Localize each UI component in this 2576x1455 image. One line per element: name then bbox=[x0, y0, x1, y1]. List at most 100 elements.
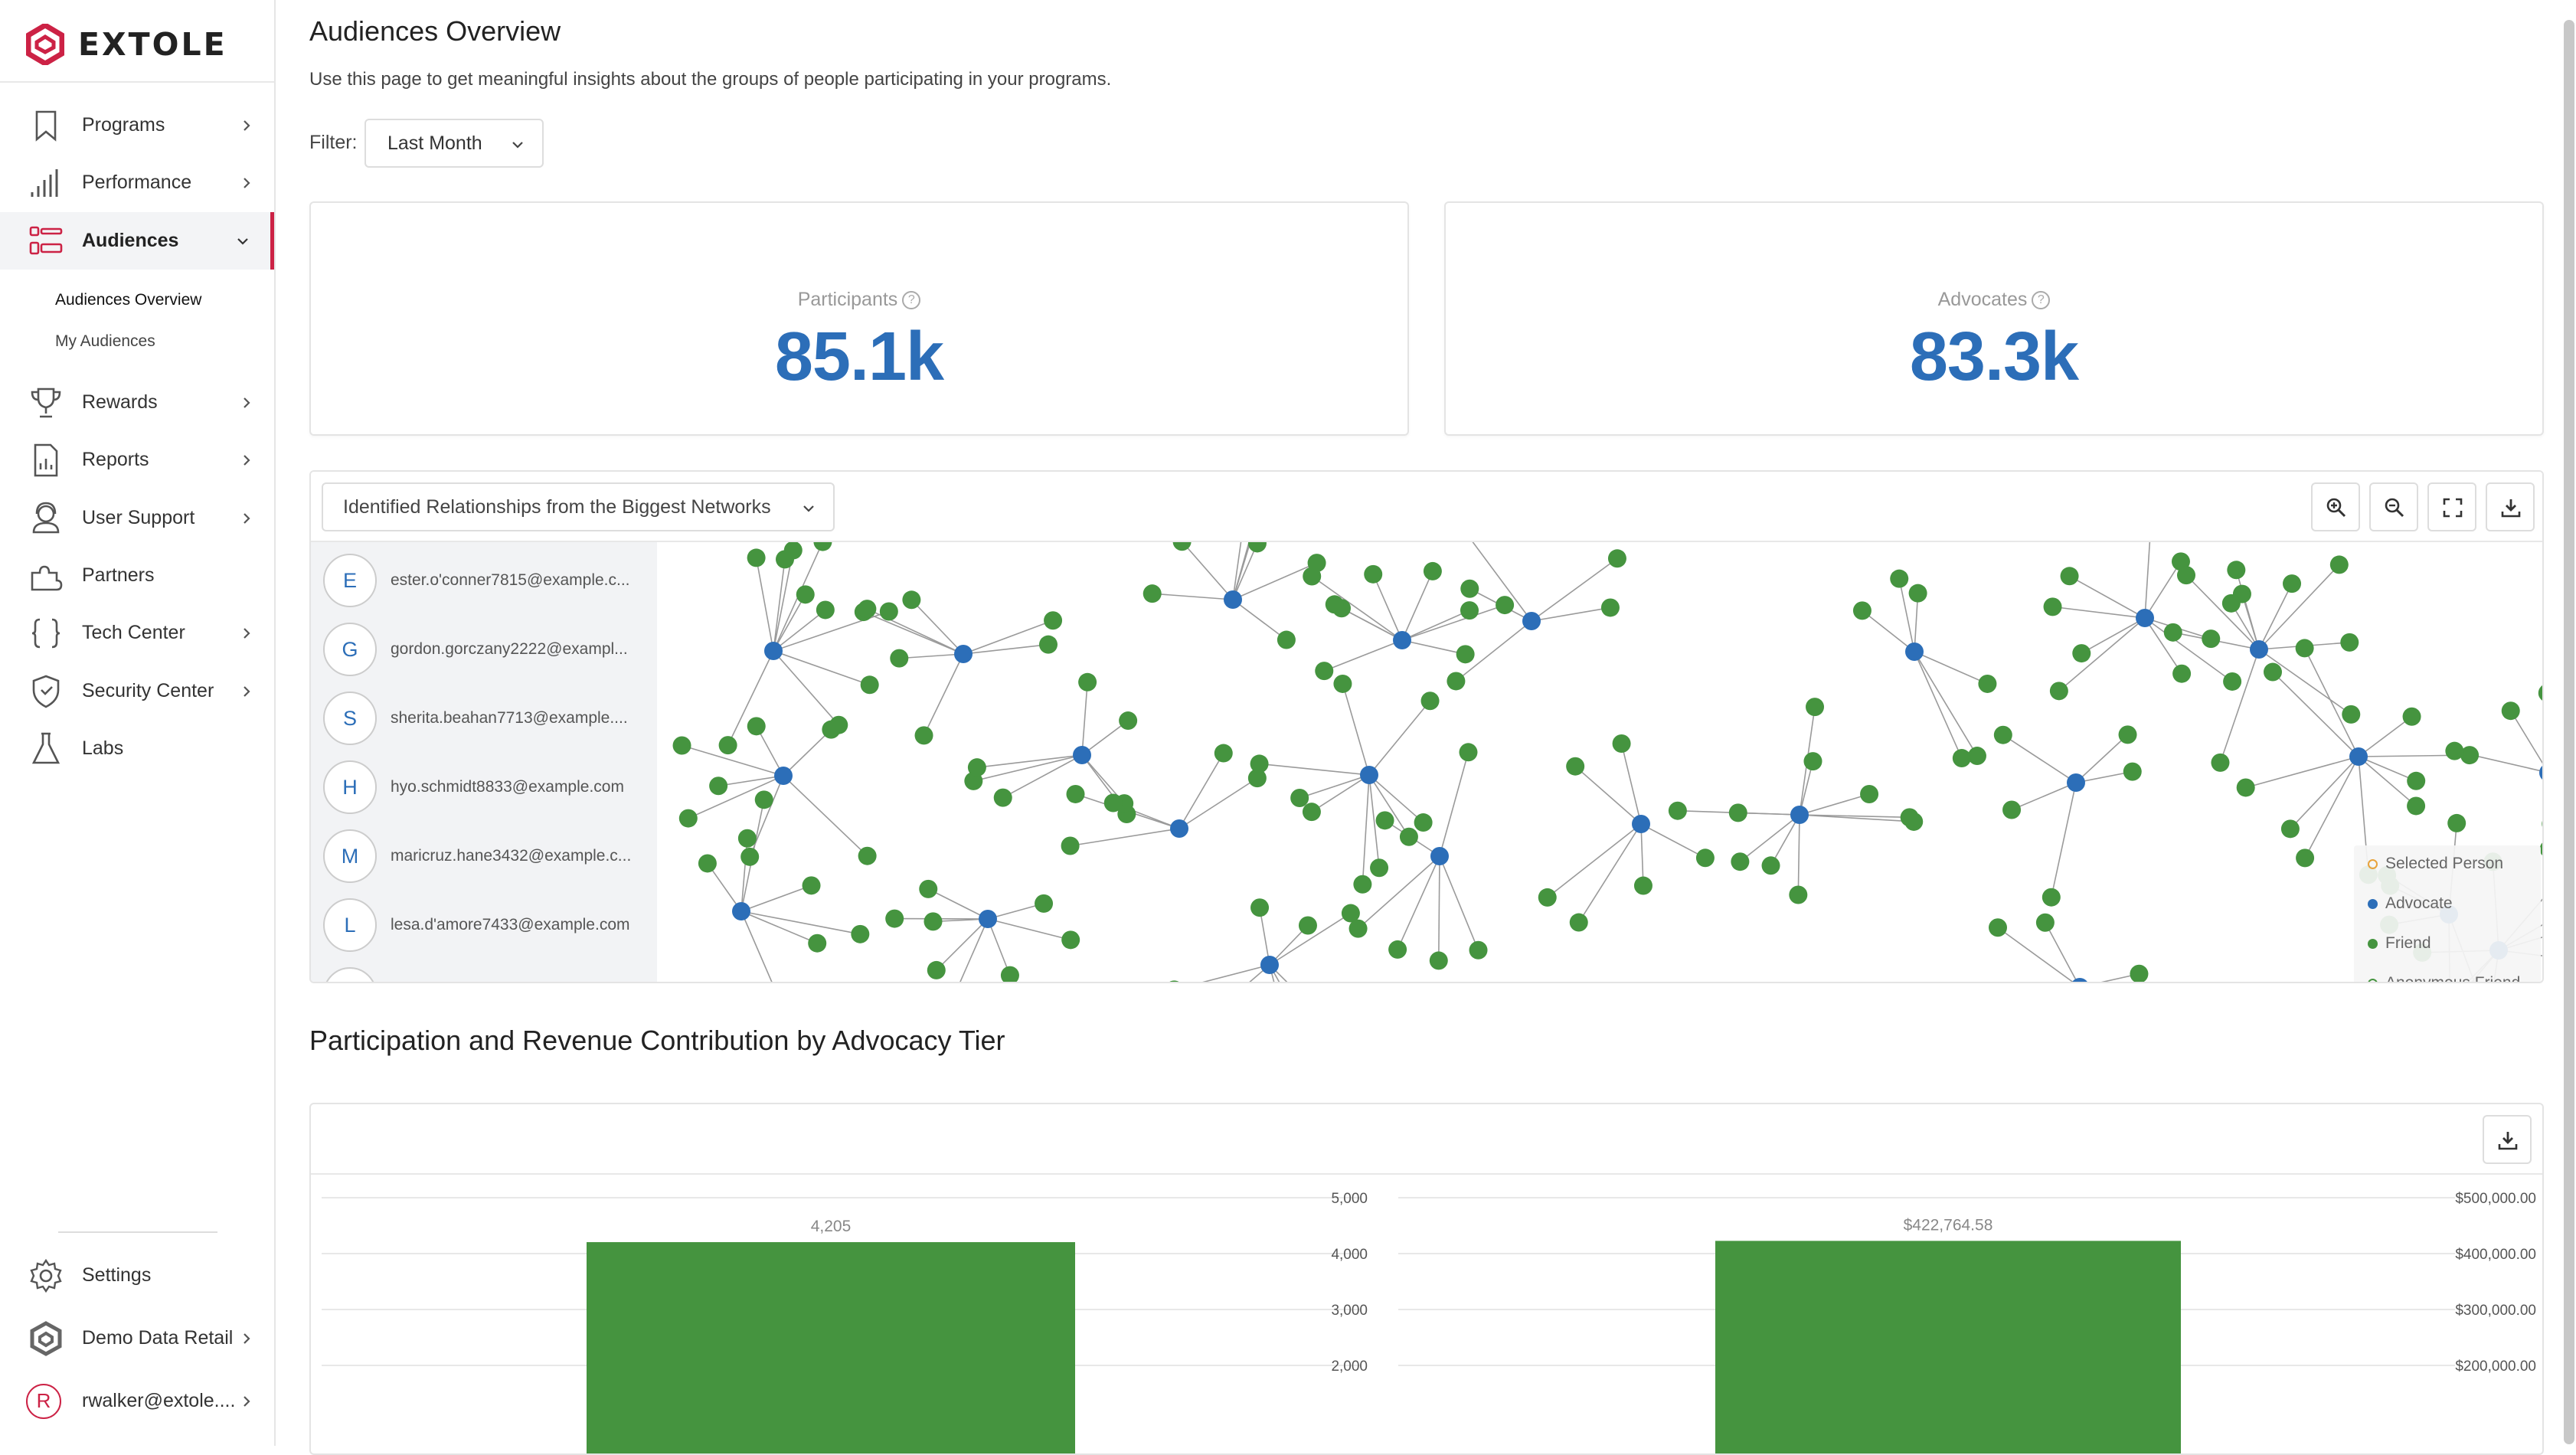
friend-node[interactable] bbox=[1460, 580, 1479, 598]
friend-node[interactable] bbox=[1290, 789, 1309, 807]
friend-node[interactable] bbox=[2447, 814, 2466, 832]
friend-node[interactable] bbox=[2130, 965, 2148, 983]
friend-node[interactable] bbox=[755, 790, 773, 809]
friend-node[interactable] bbox=[1119, 711, 1137, 730]
friend-node[interactable] bbox=[1165, 980, 1183, 983]
friend-node[interactable] bbox=[2223, 672, 2241, 691]
friend-node[interactable] bbox=[2172, 665, 2191, 683]
friend-node[interactable] bbox=[1250, 898, 1269, 917]
zoom-in-button[interactable] bbox=[2311, 482, 2360, 531]
friend-node[interactable] bbox=[2227, 561, 2245, 579]
friend-node[interactable] bbox=[2123, 763, 2142, 781]
advocate-node[interactable] bbox=[1790, 806, 1809, 824]
friend-node[interactable] bbox=[2222, 594, 2241, 613]
friend-node[interactable] bbox=[2177, 566, 2195, 584]
friend-node[interactable] bbox=[2042, 888, 2061, 907]
advocate-node[interactable] bbox=[1905, 642, 1924, 661]
friend-node[interactable] bbox=[2542, 815, 2544, 833]
friend-node[interactable] bbox=[1789, 886, 1807, 904]
friend-node[interactable] bbox=[747, 717, 766, 735]
friend-node[interactable] bbox=[2445, 742, 2463, 760]
advocate-node[interactable] bbox=[2067, 773, 2085, 792]
friend-node[interactable] bbox=[803, 876, 821, 894]
friend-node[interactable] bbox=[816, 600, 835, 619]
sidebar-item-audiences[interactable]: Audiences bbox=[0, 212, 274, 270]
friend-node[interactable] bbox=[851, 925, 869, 943]
bar[interactable] bbox=[1715, 1241, 2181, 1455]
sidebar-item-user-support[interactable]: User Support bbox=[0, 489, 274, 547]
friend-node[interactable] bbox=[822, 721, 840, 739]
fullscreen-button[interactable] bbox=[2427, 482, 2476, 531]
filter-dropdown[interactable]: Last Month bbox=[364, 119, 544, 168]
advocate-node[interactable] bbox=[2539, 763, 2544, 782]
friend-node[interactable] bbox=[861, 675, 879, 694]
sidebar-bottom-settings[interactable]: Settings bbox=[0, 1247, 274, 1304]
friend-node[interactable] bbox=[1901, 808, 1919, 826]
friend-node[interactable] bbox=[1953, 749, 1971, 767]
person-item[interactable] bbox=[323, 963, 645, 983]
sidebar-bottom-account[interactable]: Demo Data Retail bbox=[0, 1310, 274, 1367]
friend-node[interactable] bbox=[808, 934, 826, 953]
friend-node[interactable] bbox=[2502, 701, 2520, 720]
subnav-audiences-overview[interactable]: Audiences Overview bbox=[55, 291, 201, 309]
zoom-out-button[interactable] bbox=[2369, 482, 2418, 531]
friend-node[interactable] bbox=[902, 590, 920, 609]
friend-node[interactable] bbox=[919, 880, 937, 898]
friend-node[interactable] bbox=[2237, 778, 2255, 796]
friend-node[interactable] bbox=[813, 542, 832, 551]
friend-node[interactable] bbox=[1214, 744, 1233, 763]
friend-node[interactable] bbox=[2044, 597, 2062, 616]
friend-node[interactable] bbox=[1333, 675, 1352, 693]
friend-node[interactable] bbox=[1459, 743, 1477, 761]
friend-node[interactable] bbox=[1001, 966, 1019, 983]
friend-node[interactable] bbox=[1806, 698, 1824, 716]
friend-node[interactable] bbox=[2036, 914, 2055, 932]
friend-node[interactable] bbox=[1447, 672, 1465, 690]
friend-node[interactable] bbox=[2340, 633, 2359, 652]
friend-node[interactable] bbox=[2407, 772, 2425, 790]
advocate-node[interactable] bbox=[732, 902, 750, 920]
friend-node[interactable] bbox=[1250, 754, 1269, 773]
friend-node[interactable] bbox=[1376, 811, 1394, 829]
friend-node[interactable] bbox=[1909, 584, 1927, 603]
friend-node[interactable] bbox=[1364, 565, 1382, 584]
advocate-node[interactable] bbox=[1170, 819, 1188, 838]
friend-node[interactable] bbox=[1853, 601, 1872, 620]
friend-node[interactable] bbox=[698, 854, 717, 872]
friend-node[interactable] bbox=[1421, 692, 1440, 710]
friend-node[interactable] bbox=[1762, 856, 1780, 875]
friend-node[interactable] bbox=[2342, 705, 2360, 724]
friend-node[interactable] bbox=[927, 961, 946, 979]
download-button[interactable] bbox=[2486, 482, 2535, 531]
advocate-node[interactable] bbox=[1224, 590, 1242, 609]
friend-node[interactable] bbox=[1414, 813, 1433, 832]
friend-node[interactable] bbox=[994, 789, 1012, 807]
friend-node[interactable] bbox=[1277, 631, 1296, 649]
help-icon[interactable]: ? bbox=[2032, 291, 2050, 309]
friend-node[interactable] bbox=[1608, 549, 1626, 567]
friend-node[interactable] bbox=[1803, 752, 1822, 770]
advocate-node[interactable] bbox=[1632, 815, 1650, 833]
friend-node[interactable] bbox=[858, 600, 876, 618]
sidebar-item-security-center[interactable]: Security Center bbox=[0, 662, 274, 720]
friend-node[interactable] bbox=[709, 777, 727, 795]
friend-node[interactable] bbox=[1400, 828, 1418, 846]
friend-node[interactable] bbox=[1460, 601, 1479, 620]
advocate-node[interactable] bbox=[2250, 640, 2268, 659]
friend-node[interactable] bbox=[1634, 877, 1652, 895]
friend-node[interactable] bbox=[796, 585, 815, 603]
friend-node[interactable] bbox=[2119, 725, 2137, 744]
friend-node[interactable] bbox=[1696, 848, 1715, 867]
help-icon[interactable]: ? bbox=[902, 291, 920, 309]
friend-node[interactable] bbox=[1538, 888, 1557, 907]
friend-node[interactable] bbox=[1061, 930, 1080, 949]
friend-node[interactable] bbox=[738, 829, 757, 848]
friend-node[interactable] bbox=[885, 910, 904, 928]
friend-node[interactable] bbox=[679, 809, 698, 828]
